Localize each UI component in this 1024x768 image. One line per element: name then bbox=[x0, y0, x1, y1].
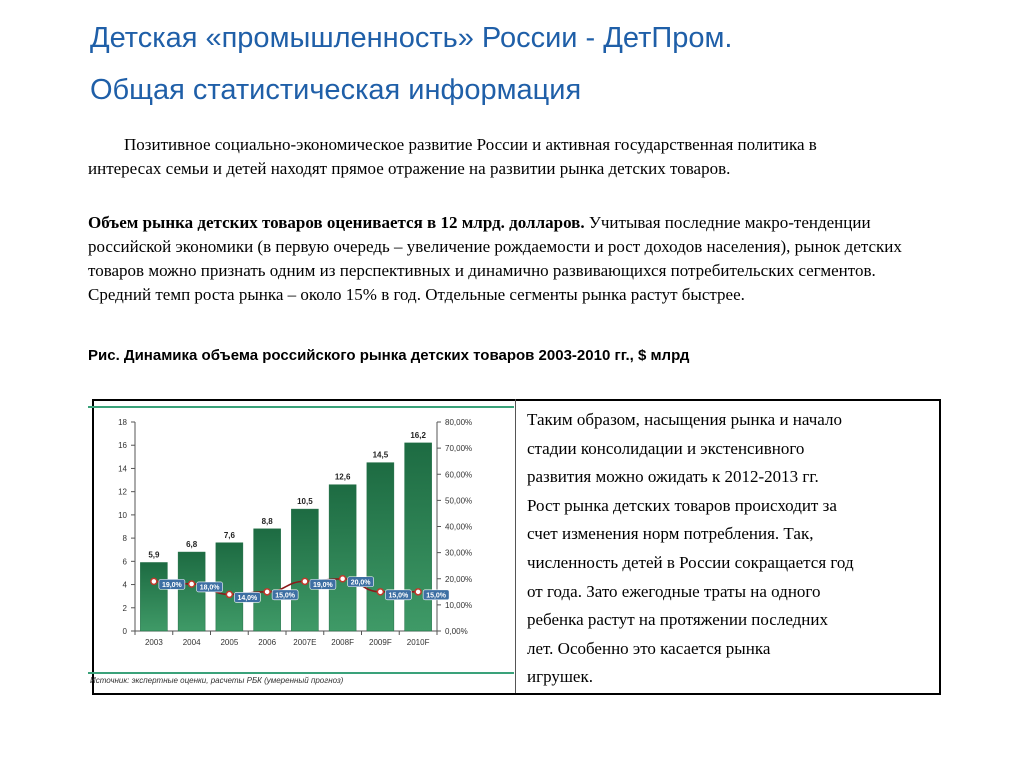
bar bbox=[404, 442, 432, 632]
chart-bars: 5,9 6,8 7,6 8,8 10,5 12,6 14,5 16,2 bbox=[140, 431, 432, 632]
growth-label-bg bbox=[347, 576, 374, 588]
growth-point bbox=[263, 588, 271, 596]
side-text-line: лет. Особенно это касается рынка bbox=[527, 638, 771, 658]
y2-tick-label: 30,00% bbox=[445, 549, 472, 558]
y-tick-label: 16 bbox=[118, 441, 127, 450]
bar-value-label: 5,9 bbox=[148, 550, 160, 559]
frame-divider bbox=[515, 399, 516, 693]
y-tick-label: 6 bbox=[123, 557, 128, 566]
y-tick-label: 12 bbox=[118, 488, 127, 497]
growth-label-bg bbox=[158, 579, 186, 590]
growth-value-label: 18,0% bbox=[200, 584, 221, 591]
x-tick-label: 2008F bbox=[331, 638, 354, 647]
growth-point bbox=[150, 577, 158, 586]
growth-value-label: 19,0% bbox=[162, 582, 183, 589]
side-text-line: ребенка растут на протяжении последних bbox=[527, 610, 829, 630]
market-text: Учитывая последние макро-тенденции росси… bbox=[88, 213, 902, 280]
x-tick-label: 2010F bbox=[407, 638, 430, 647]
growth-label-bg bbox=[422, 589, 450, 601]
market-size-bold: Объем рынка детских товаров оценивается … bbox=[88, 213, 585, 232]
growth-value-label: 15,0% bbox=[388, 592, 409, 599]
growth-value-label: 20,0% bbox=[351, 579, 372, 586]
bar-value-label: 16,2 bbox=[410, 431, 426, 440]
x-tick-label: 2003 bbox=[145, 638, 163, 647]
bar bbox=[366, 462, 395, 632]
intro-text: Позитивное социально-экономическое разви… bbox=[88, 135, 817, 178]
chart-axes: 0 2 4 6 8 10 12 14 16 18 0,00% 10,00% 20,00% 30,00% 40… bbox=[118, 418, 472, 647]
y2-tick-label: 40,00% bbox=[445, 523, 472, 532]
y-tick-label: 10 bbox=[118, 511, 127, 520]
side-text: Таким образом, насыщения рынка и начало с… bbox=[527, 406, 927, 692]
side-text-line: Таким образом, насыщения рынка и начало bbox=[527, 410, 842, 429]
bar bbox=[177, 551, 206, 632]
page-title: Детская «промышленность» России - ДетПро… bbox=[90, 22, 733, 54]
x-tick-label: 2006 bbox=[258, 638, 276, 647]
bar-value-label: 14,5 bbox=[373, 451, 389, 460]
y-tick-label: 14 bbox=[118, 464, 127, 473]
y2-tick-label: 50,00% bbox=[445, 496, 472, 505]
growth-point bbox=[338, 575, 347, 583]
y2-tick-label: 10,00% bbox=[445, 601, 472, 610]
figure-frame bbox=[92, 399, 941, 695]
bar bbox=[140, 562, 168, 632]
growth-label-bg bbox=[271, 589, 299, 601]
side-text-line: от года. Зато ежегодные траты на одного bbox=[527, 581, 821, 601]
growth-point bbox=[376, 588, 385, 596]
y-tick-label: 0 bbox=[123, 627, 128, 636]
growth-value-label: 15,0% bbox=[426, 592, 447, 599]
growth-label-bg bbox=[309, 579, 337, 590]
x-tick-label: 2009F bbox=[369, 638, 392, 647]
bar bbox=[253, 528, 281, 632]
growth-label-bg bbox=[234, 592, 261, 603]
bar-value-label: 8,8 bbox=[262, 517, 274, 526]
intro-paragraph: Позитивное социально-экономическое разви… bbox=[88, 133, 828, 181]
growth-line-path bbox=[153, 577, 419, 596]
side-text-line: Рост рынка детских товаров происходит за bbox=[527, 495, 837, 515]
chart-growth-line: 19,0% 18,0% 14,0% 15,0% 19,0% 20,0% 15,0% 15,0% bbox=[150, 575, 450, 603]
chart-rule-top bbox=[88, 406, 514, 408]
y-tick-label: 4 bbox=[123, 581, 128, 590]
page-subtitle: Общая статистическая информация bbox=[90, 74, 582, 106]
growth-point bbox=[187, 580, 196, 588]
growth-value-label: 15,0% bbox=[275, 592, 296, 599]
x-tick-label: 2004 bbox=[183, 638, 201, 647]
side-text-line: численность детей в России сокращается г… bbox=[527, 552, 854, 572]
figure-caption: Рис. Динамика объема российского рынка д… bbox=[88, 347, 690, 364]
bar-value-label: 12,6 bbox=[335, 473, 351, 482]
growth-text: Средний темп роста рынка – около 15% в г… bbox=[88, 285, 745, 304]
y-tick-label: 8 bbox=[123, 534, 128, 543]
bar-value-label: 7,6 bbox=[224, 531, 236, 540]
market-paragraph: Объем рынка детских товаров оценивается … bbox=[88, 211, 938, 307]
y2-tick-label: 80,00% bbox=[445, 418, 472, 427]
growth-value-label: 19,0% bbox=[313, 582, 334, 589]
side-text-line: развития можно ожидать к 2012-2013 гг. bbox=[527, 467, 819, 487]
side-text-line: стадии консолидации и экстенсивного bbox=[527, 438, 805, 458]
bar bbox=[291, 508, 319, 632]
market-chart: 0 2 4 6 8 10 12 14 16 18 0,00% 10,00% 20,00% 30,00% 40… bbox=[118, 418, 472, 647]
x-tick-label: 2005 bbox=[220, 638, 238, 647]
y2-tick-label: 60,00% bbox=[445, 470, 472, 479]
side-text-line: счет изменения норм потребления. Так, bbox=[527, 524, 814, 544]
bar bbox=[328, 484, 357, 632]
growth-value-label: 14,0% bbox=[237, 595, 258, 602]
growth-label-bg bbox=[196, 581, 223, 593]
growth-point bbox=[301, 577, 309, 586]
side-text-line: игрушек. bbox=[527, 667, 593, 687]
growth-point bbox=[414, 588, 422, 596]
y2-tick-label: 20,00% bbox=[445, 575, 472, 584]
y2-tick-label: 70,00% bbox=[445, 444, 472, 453]
y-tick-label: 2 bbox=[123, 604, 128, 613]
growth-label-bg bbox=[385, 589, 412, 601]
bar-value-label: 6,8 bbox=[186, 540, 198, 549]
bar-value-label: 10,5 bbox=[297, 497, 313, 506]
growth-point bbox=[225, 590, 234, 599]
y-tick-label: 18 bbox=[118, 418, 127, 427]
chart-rule-bottom bbox=[88, 672, 514, 674]
y2-tick-label: 0,00% bbox=[445, 627, 468, 636]
x-tick-label: 2007E bbox=[293, 638, 316, 647]
source-note: Источник: экспертные оценки, расчеты РБК… bbox=[90, 676, 344, 685]
